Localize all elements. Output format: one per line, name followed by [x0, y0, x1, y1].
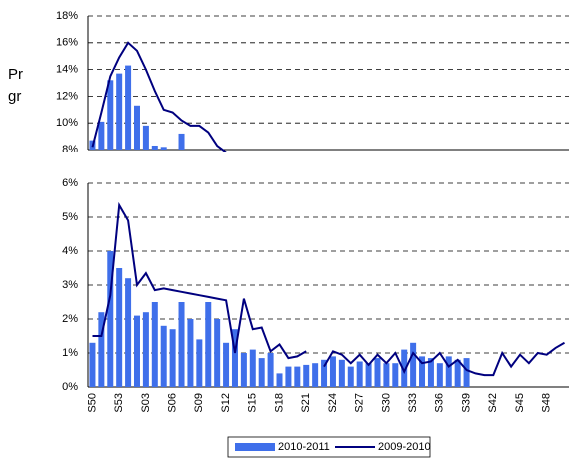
bar — [125, 65, 132, 150]
bar — [178, 133, 185, 150]
y-tick-label: 3% — [62, 279, 78, 291]
bottom-chart: 0% 1% 2% 3% 4% 5% 6% S50 S53 S03 S06 S09 S12 S15 S18 S2… — [62, 177, 569, 413]
x-tick-label: S33 — [407, 393, 419, 413]
top-chart: 8% 10% 12% 14% 16% 18% — [30, 0, 569, 156]
x-tick-label: S12 — [220, 393, 232, 413]
bar — [231, 329, 238, 387]
bar — [98, 312, 105, 387]
y-tick-label: 2% — [62, 313, 78, 325]
bar — [436, 363, 443, 387]
bar — [463, 358, 470, 387]
bar — [374, 358, 381, 387]
y-tick-label: 18% — [56, 10, 78, 22]
bar — [303, 364, 310, 387]
bar — [365, 363, 372, 387]
bar — [98, 121, 105, 150]
x-tick-label: S06 — [167, 393, 179, 413]
y-tick-label: 14% — [56, 64, 78, 76]
bar — [133, 105, 140, 150]
x-tick-label: S30 — [380, 393, 392, 413]
bar — [356, 361, 363, 387]
bar — [151, 302, 158, 387]
bar — [267, 353, 274, 387]
x-tick-label: S24 — [327, 393, 339, 413]
x-tick-label: S48 — [541, 393, 553, 413]
bar — [160, 147, 167, 150]
x-tick-label: S39 — [460, 393, 472, 413]
x-tick-label: S50 — [86, 393, 98, 413]
legend-swatch — [235, 443, 275, 451]
x-tick-label: S21 — [300, 393, 312, 413]
bar — [338, 359, 345, 387]
bar — [196, 339, 203, 387]
bar — [285, 366, 292, 387]
y-tick-label: 10% — [56, 117, 78, 129]
bar — [419, 356, 426, 387]
line — [92, 201, 565, 377]
bar — [142, 125, 149, 150]
x-tick-label: S45 — [514, 393, 526, 413]
bar — [133, 315, 140, 387]
x-tick-label: S53 — [113, 393, 125, 413]
bar — [187, 319, 194, 387]
bar — [116, 73, 123, 150]
bar — [401, 349, 408, 387]
bar — [383, 363, 390, 387]
bar — [427, 358, 434, 387]
legend: 2010-2011 2009-2010 — [227, 436, 431, 458]
x-tick-label: S36 — [434, 393, 446, 413]
bar — [223, 342, 230, 387]
y-tick-label: 4% — [62, 245, 78, 257]
bar — [258, 358, 265, 387]
legend-label: 2010-2011 — [278, 441, 330, 453]
y-tick-label: 5% — [62, 211, 78, 223]
x-tick-label: S03 — [140, 393, 152, 413]
bar — [454, 359, 461, 387]
x-tick-label: S09 — [193, 393, 205, 413]
title-fragment: gr — [8, 88, 21, 105]
bar — [107, 251, 114, 387]
x-tick-label: S27 — [354, 393, 366, 413]
bar — [410, 342, 417, 387]
y-tick-label: 12% — [56, 90, 78, 102]
bar — [214, 319, 221, 387]
bar — [142, 312, 149, 387]
bar — [312, 363, 319, 387]
legend-box — [227, 436, 431, 458]
bar — [178, 302, 185, 387]
bar — [276, 373, 283, 387]
bar — [294, 366, 301, 387]
y-tick-label: 16% — [56, 37, 78, 49]
y-tick-label: 8% — [62, 144, 78, 156]
bar — [240, 353, 247, 387]
y-tick-label: 0% — [62, 381, 78, 393]
bar — [445, 356, 452, 387]
line — [91, 41, 227, 152]
bar — [321, 359, 328, 387]
bar — [205, 302, 212, 387]
bar — [160, 325, 167, 387]
bar — [329, 356, 336, 387]
bar — [89, 342, 96, 387]
legend-label: 2009-2010 — [378, 441, 431, 453]
bar — [249, 349, 256, 387]
x-tick-label: S42 — [487, 393, 499, 413]
bar — [347, 366, 354, 387]
y-tick-label: 6% — [62, 177, 78, 189]
x-tick-label: S18 — [273, 393, 285, 413]
bar — [116, 268, 123, 387]
bar — [151, 145, 158, 150]
bar — [125, 278, 132, 387]
y-tick-label: 1% — [62, 347, 78, 359]
title-fragment: Pr — [8, 66, 23, 83]
bar — [169, 329, 176, 387]
bar — [107, 80, 114, 150]
x-tick-label: S15 — [247, 393, 259, 413]
bar — [392, 363, 399, 387]
